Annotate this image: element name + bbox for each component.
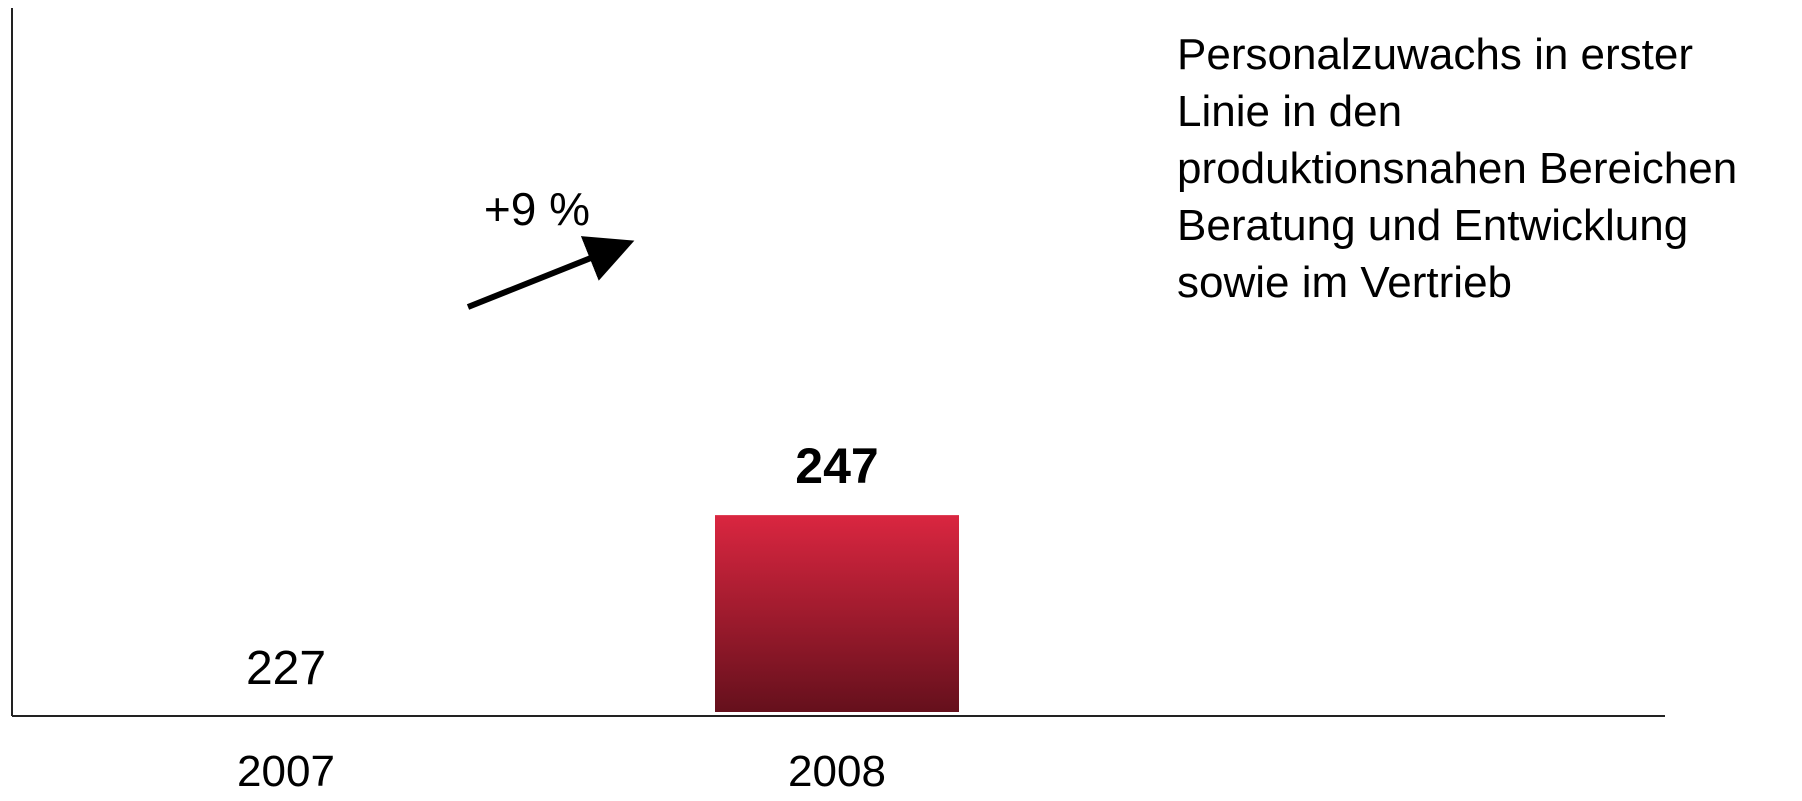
commentary-line-5: sowie im Vertrieb (1177, 258, 1513, 307)
growth-annotation: +9 % (484, 183, 590, 235)
commentary-line-2: Linie in den (1177, 87, 1403, 136)
commentary-text: Personalzuwachs in erster Linie in den p… (1177, 26, 1797, 311)
value-label-2007: 227 (246, 642, 326, 695)
growth-arrow-icon (466, 236, 635, 310)
commentary-line-4: Beratung und Entwicklung (1177, 201, 1689, 250)
category-label-2008: 2008 (788, 747, 886, 796)
commentary-line-1: Personalzuwachs in erster (1177, 30, 1694, 79)
commentary-line-3: produktionsnahen Bereichen (1177, 144, 1738, 193)
category-label-2007: 2007 (237, 747, 335, 796)
value-label-2008: 247 (795, 438, 878, 494)
bar-2008 (715, 515, 959, 712)
